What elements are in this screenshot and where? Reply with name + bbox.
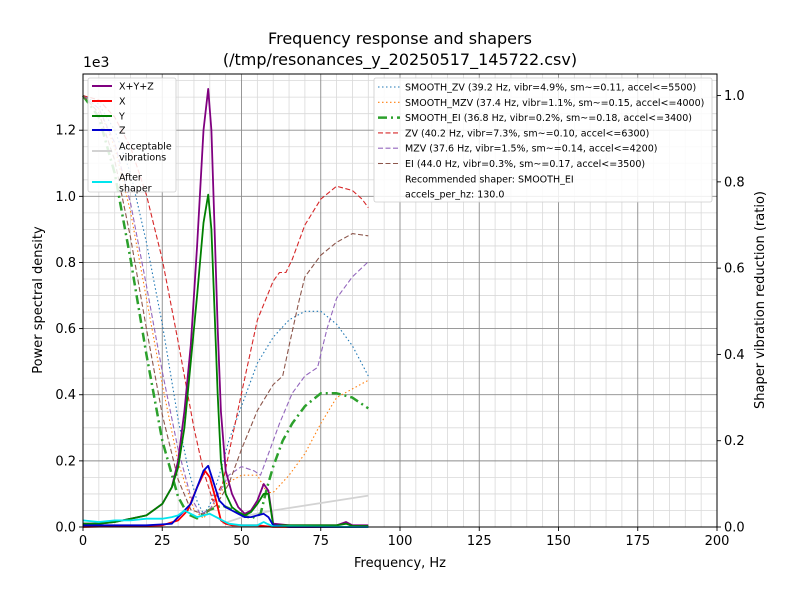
y-tick-label: 0.2 [55,454,76,469]
axes: 0 25 50 75 100 125 150 175 2000.00.20.40.60.81.0… [55,89,744,549]
legend-left-label: After [119,173,142,184]
legend-left-label: Z [119,126,126,137]
psd-line-z [83,464,369,528]
legend-right-label: Recommended shaper: SMOOTH_EI [405,174,574,185]
y-axis-label-right: Shaper vibration reduction (ratio) [753,191,768,409]
x-tick-label: 200 [705,534,730,549]
y-tick-label: 0.6 [55,322,76,337]
psd-series [82,88,369,528]
acceptable-vibrations-series [222,494,369,525]
legend-right: SMOOTH_ZV (39.2 Hz, vibr=4.9%, sm~=0.11,… [373,77,713,203]
y-tick-label: 0.8 [55,256,76,271]
y-right-tick-label: 0.0 [724,521,745,536]
legend-left-label: X [119,97,126,108]
y-right-tick-label: 0.4 [724,348,745,363]
legend-right-label: SMOOTH_MZV (37.4 Hz, vibr=1.1%, sm~=0.15… [405,98,704,109]
x-tick-label: 50 [233,534,250,549]
x-tick-label: 100 [388,534,413,549]
legend-right-label: accels_per_hz: 130.0 [405,190,504,201]
legend-left-box [87,77,177,193]
y-right-tick-label: 0.2 [724,434,745,449]
y-axis-label: Power spectral density [31,226,46,374]
y-tick-label: 1.0 [55,190,76,205]
x-axis-label: Frequency, Hz [354,556,446,571]
legend-right-label: SMOOTH_ZV (39.2 Hz, vibr=4.9%, sm~=0.11,… [405,83,696,94]
legend-left-label: Acceptable [119,142,172,153]
shaper-line-smooth-mzv [82,95,369,519]
x-tick-label: 175 [625,534,650,549]
psd-line-after-shaper [82,509,369,528]
legend-left-label: Y [118,112,125,123]
shaper-line-smooth-zv [82,95,369,515]
chart-title-line2: (/tmp/resonances_y_20250517_145722.csv) [223,50,577,70]
psd-line-acceptable-vibrations [222,494,369,525]
legend-right-label: MZV (37.6 Hz, vibr=1.5%, sm~=0.14, accel… [405,144,657,155]
y-tick-label: 0.4 [55,388,76,403]
legend-left-label: shaper [119,184,152,195]
legend-right-label: ZV (40.2 Hz, vibr=7.3%, sm~=0.10, accel<… [405,128,649,139]
x-tick-label: 0 [79,534,87,549]
legend-left-label: X+Y+Z [119,82,154,93]
x-tick-label: 150 [546,534,571,549]
x-tick-label: 75 [312,534,329,549]
legend-left-label: vibrations [119,153,166,164]
legend-right-label: EI (44.0 Hz, vibr=0.3%, sm~=0.17, accel<… [405,159,645,170]
x-tick-label: 25 [154,534,171,549]
shaper-line-ei [82,95,369,515]
chart-title-line1: Frequency response and shapers [268,29,532,48]
y-right-tick-label: 0.6 [724,262,745,277]
shaper-line-mzv [82,95,369,515]
y-multiplier: 1e3 [83,55,109,71]
y-right-tick-label: 0.8 [724,175,745,190]
y-tick-label: 1.2 [55,124,76,139]
x-tick-label: 125 [467,534,492,549]
legend-right-box [373,77,713,203]
y-right-tick-label: 1.0 [724,89,745,104]
grid [83,74,717,527]
legend-right-label: SMOOTH_EI (36.8 Hz, vibr=0.2%, sm~=0.18,… [405,113,692,124]
y-tick-label: 0.0 [55,521,76,536]
